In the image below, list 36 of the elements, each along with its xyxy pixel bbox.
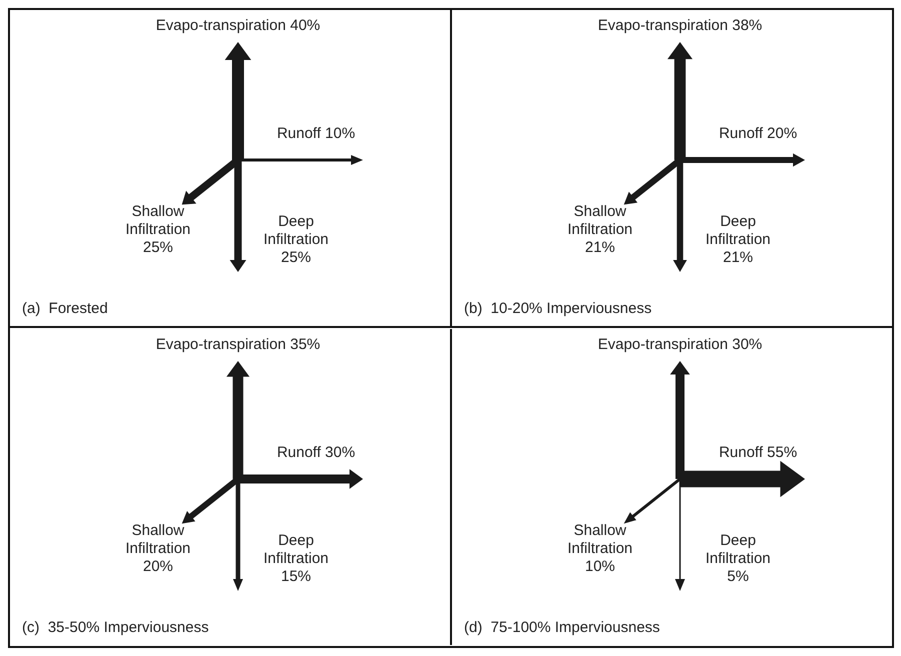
category-label: Shallow Infiltration bbox=[125, 522, 191, 558]
category-label: Runoff bbox=[718, 444, 764, 462]
data-label: 25% bbox=[280, 249, 312, 266]
data-label: 30% bbox=[325, 444, 356, 462]
data-label: 40% bbox=[290, 17, 320, 34]
data-label: 20% bbox=[767, 125, 798, 142]
category-label: Evapo-transpiration bbox=[156, 336, 286, 354]
text: (c) 35-50% Imperviousness bbox=[22, 619, 209, 636]
data-label: 30% bbox=[732, 336, 762, 354]
data-label: 10% bbox=[584, 558, 616, 576]
category-label: Deep Infiltration bbox=[705, 213, 771, 248]
text: (a) Forested bbox=[22, 300, 108, 318]
category-label: Shallow Infiltration bbox=[125, 203, 191, 238]
category-label: Deep Infiltration bbox=[705, 532, 771, 568]
data-label: 5% bbox=[727, 568, 749, 586]
text: (b) 10-20% Imperviousness bbox=[464, 300, 652, 318]
category-label: Runoff bbox=[276, 444, 322, 462]
category-label: Evapo-transpiration bbox=[598, 336, 728, 354]
text: (d) 75-100% Imperviousness bbox=[464, 619, 660, 636]
data-label: 10% bbox=[325, 125, 356, 142]
data-label: 20% bbox=[142, 558, 174, 576]
data-label: 15% bbox=[280, 568, 312, 586]
category-label: Evapo-transpiration bbox=[156, 17, 286, 34]
data-label: 38% bbox=[732, 17, 762, 34]
category-label: Runoff bbox=[276, 125, 322, 142]
category-label: Runoff bbox=[718, 125, 764, 142]
data-label: 35% bbox=[290, 336, 320, 354]
category-label: Deep Infiltration bbox=[263, 532, 329, 568]
category-label: Evapo-transpiration bbox=[598, 17, 728, 34]
data-label: 21% bbox=[722, 249, 754, 266]
category-label: Deep Infiltration bbox=[263, 213, 329, 248]
category-label: Shallow Infiltration bbox=[567, 522, 633, 558]
category-label: Shallow Infiltration bbox=[567, 203, 633, 238]
data-label: 25% bbox=[142, 239, 174, 256]
data-label: 21% bbox=[584, 239, 616, 256]
data-label: 55% bbox=[767, 444, 798, 462]
